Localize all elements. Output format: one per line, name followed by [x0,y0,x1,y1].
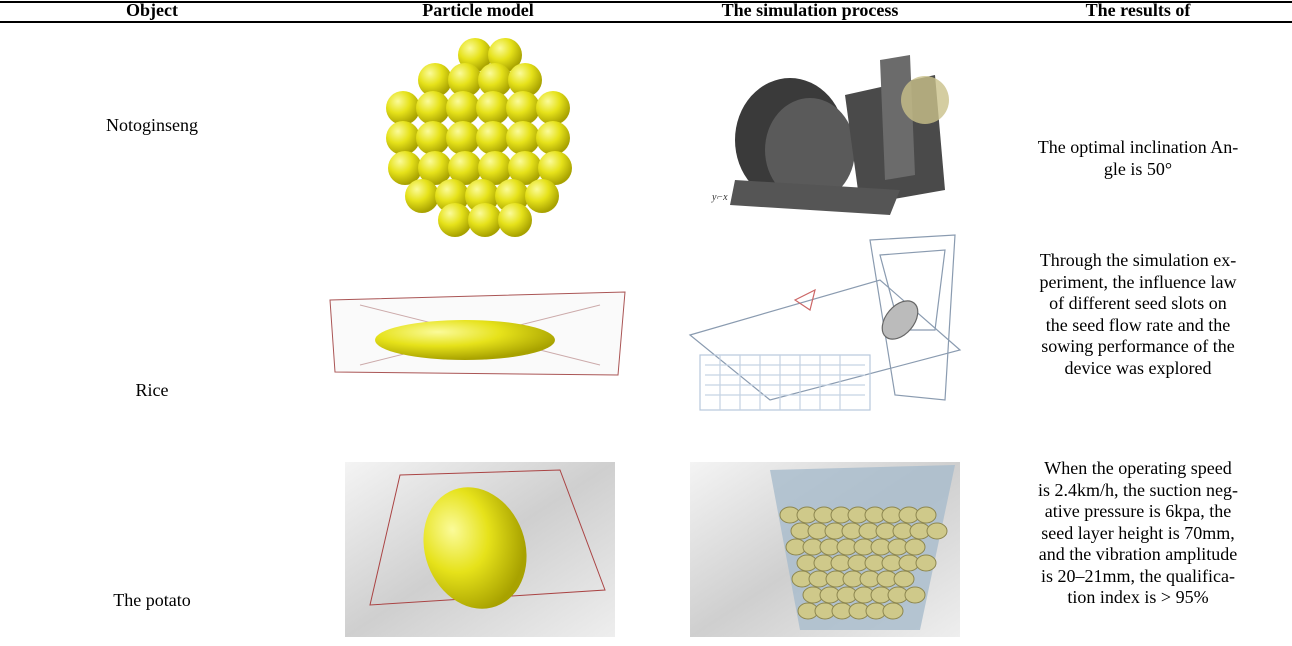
potato [926,522,948,540]
potato [904,586,926,604]
potato [904,538,926,556]
sphere [506,121,540,155]
sphere [386,91,420,125]
sphere [508,151,542,185]
header-rule [0,21,1292,23]
rice-simulation-image [688,234,962,411]
sphere [448,151,482,185]
header-cell: The results of [1085,0,1191,20]
potato [893,570,915,588]
result-line: and the vibration amplitude [1038,544,1238,564]
sphere [476,91,510,125]
result-line: the seed flow rate and the [1045,314,1231,335]
potato [915,554,937,572]
sphere [416,121,450,155]
sphere [418,63,452,97]
sphere [478,151,512,185]
result-line: The optimal inclination An- [1037,137,1239,157]
header-cell: The simulation process [721,0,899,20]
sphere [386,121,420,155]
sphere [448,63,482,97]
result-line: device was explored [1064,357,1212,378]
result-line: Through the simulation ex- [1039,250,1237,270]
rice-particle-image [329,291,626,376]
sphere [525,179,559,213]
top-rule [0,1,1292,3]
sphere [476,121,510,155]
result-line: is 20–21mm, the qualifica- [1041,565,1235,586]
sphere [468,203,502,237]
potato-particle-image [345,462,615,637]
result-line: sowing performance of the [1041,336,1235,356]
object-cell: Notoginseng [106,115,198,135]
object-cell: Rice [135,380,169,400]
sphere [388,151,422,185]
sphere [538,151,572,185]
header-cell: Object [126,0,178,20]
result-line: tion index is > 95% [1067,587,1209,607]
svg-text:y⌐x: y⌐x [711,192,728,203]
sphere [536,121,570,155]
sphere [446,91,480,125]
result-line: of different seed slots on [1049,293,1227,313]
sphere [498,203,532,237]
sphere [508,63,542,97]
sphere [405,179,439,213]
sphere [506,91,540,125]
potato-simulation-image [690,462,960,637]
sphere [438,203,472,237]
result-line: is 2.4km/h, the suction neg- [1038,479,1238,500]
sphere [416,91,450,125]
result-line: ative pressure is 6kpa, the [1044,501,1232,521]
object-cell: The potato [113,590,191,610]
result-line: periment, the influence law [1039,271,1237,292]
result-line: seed layer height is 70mm, [1041,522,1235,543]
sphere [536,91,570,125]
potato [915,506,937,524]
notoginseng-simulation-image: y⌐x [700,55,950,215]
sphere [446,121,480,155]
particle-cluster-image [386,38,572,237]
result-line: gle is 50° [1103,158,1173,179]
result-line: When the operating speed [1044,458,1232,478]
sphere [478,63,512,97]
potato [882,602,904,620]
sphere [418,151,452,185]
header-cell: Particle model [422,0,534,20]
